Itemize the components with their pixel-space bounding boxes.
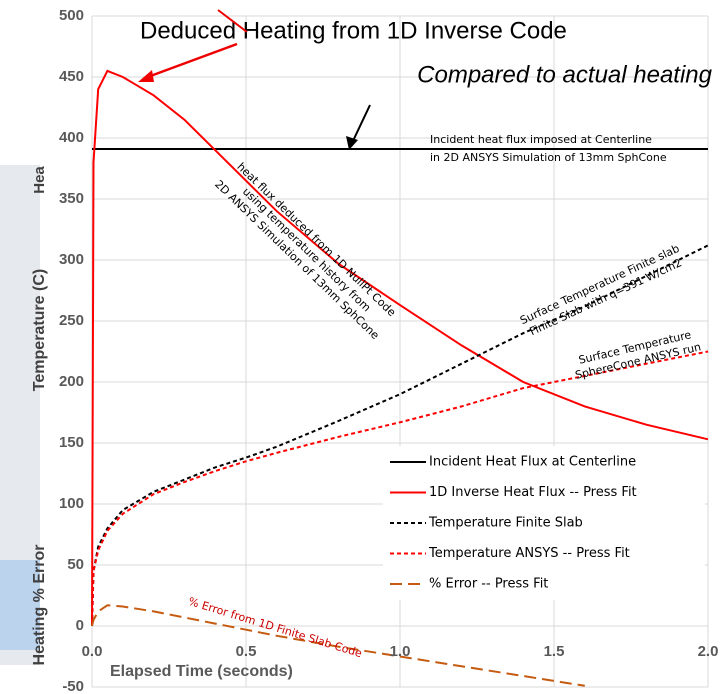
y-tick-label: 500 bbox=[59, 7, 84, 24]
y-tick-label: -50 bbox=[62, 678, 84, 694]
legend-label: Incident Heat Flux at Centerline bbox=[429, 455, 636, 470]
y-tick-label: 450 bbox=[59, 68, 84, 85]
title: Deduced Heating from 1D Inverse Code bbox=[140, 17, 567, 44]
y-axis-label: Heating % Error bbox=[31, 545, 48, 666]
legend-label: Temperature ANSYS -- Press Fit bbox=[428, 546, 630, 561]
x-tick-label: 0.5 bbox=[236, 643, 257, 660]
y-axis-label: Temperature (C) bbox=[31, 269, 48, 391]
x-tick-label: 2.0 bbox=[698, 643, 719, 660]
x-axis-label: Elapsed Time (seconds) bbox=[110, 663, 293, 680]
x-tick-label: 1.5 bbox=[544, 643, 565, 660]
legend-label: 1D Inverse Heat Flux -- Press Fit bbox=[429, 485, 637, 500]
x-tick-label: 0.0 bbox=[82, 643, 103, 660]
y-tick-label: 300 bbox=[59, 251, 84, 268]
y-tick-label: 250 bbox=[59, 312, 84, 329]
y-tick-label: 200 bbox=[59, 373, 84, 390]
y-tick-label: 50 bbox=[67, 556, 84, 573]
y-tick-label: 150 bbox=[59, 434, 84, 451]
subtitle: Compared to actual heating bbox=[417, 61, 713, 88]
y-tick-label: 0 bbox=[76, 617, 84, 634]
y-tick-label: 400 bbox=[59, 129, 84, 146]
page: Deduced Heating from 1D Inverse Code Com… bbox=[0, 0, 725, 694]
chart: Deduced Heating from 1D Inverse Code Com… bbox=[0, 0, 725, 694]
x-tick-label: 1.0 bbox=[390, 643, 411, 660]
legend-label: % Error -- Press Fit bbox=[429, 577, 548, 592]
y-tick-label: 100 bbox=[59, 495, 84, 512]
y-tick-label: 350 bbox=[59, 190, 84, 207]
legend-label: Temperature Finite Slab bbox=[428, 516, 583, 531]
cropped-text: Hea bbox=[31, 166, 48, 194]
annotation: Incident heat flux imposed at Centerline bbox=[430, 133, 652, 146]
annotation: in 2D ANSYS Simulation of 13mm SphCone bbox=[430, 151, 667, 164]
